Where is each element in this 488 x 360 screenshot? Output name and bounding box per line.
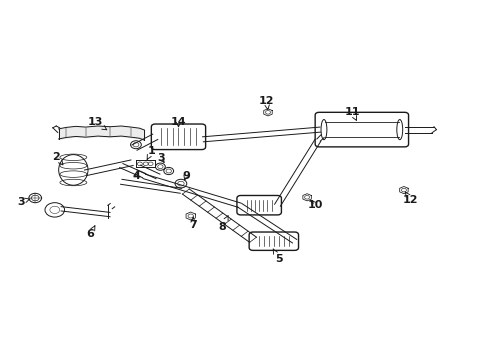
Text: 7: 7 — [189, 217, 197, 230]
Text: 2: 2 — [52, 152, 63, 165]
Text: 1: 1 — [147, 146, 155, 159]
Text: 5: 5 — [273, 249, 282, 264]
Text: 3: 3 — [157, 153, 165, 163]
Text: 4: 4 — [133, 171, 141, 181]
Text: 14: 14 — [170, 117, 186, 127]
Text: 10: 10 — [307, 200, 323, 210]
Text: 9: 9 — [182, 171, 189, 181]
Text: 8: 8 — [218, 216, 227, 232]
Text: 6: 6 — [86, 226, 95, 239]
Text: 12: 12 — [402, 192, 418, 205]
Text: 13: 13 — [87, 117, 106, 130]
Text: 3: 3 — [17, 197, 30, 207]
Text: 12: 12 — [258, 96, 274, 109]
Text: 11: 11 — [344, 107, 359, 120]
